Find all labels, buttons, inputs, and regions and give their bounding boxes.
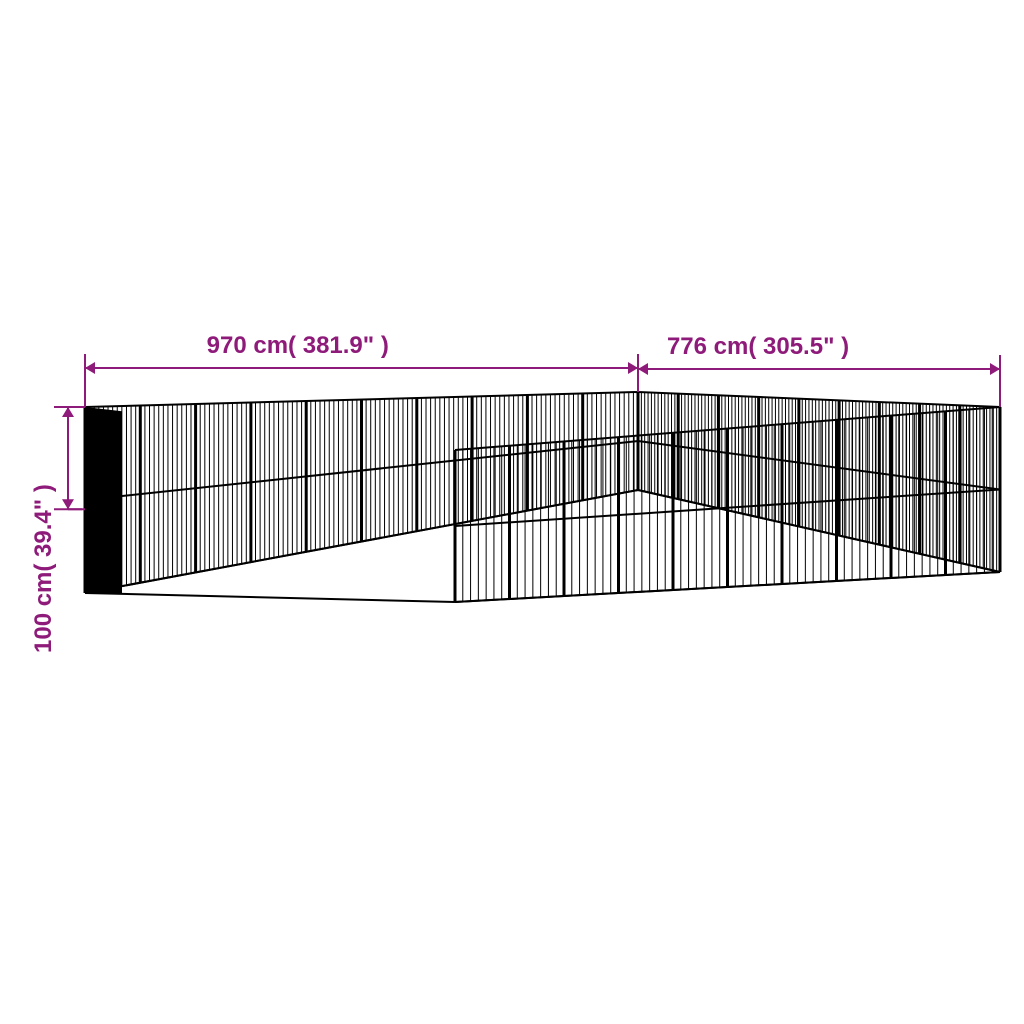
height-dimension-label: 100 cm( 39.4" )	[30, 484, 58, 653]
width-dimension-label: 970 cm( 381.9" )	[207, 332, 389, 360]
depth-dimension-label: 776 cm( 305.5" )	[667, 333, 849, 361]
diagram-svg	[0, 0, 1024, 1024]
dimension-diagram: 970 cm( 381.9" ) 776 cm( 305.5" ) 100 cm…	[0, 0, 1024, 1024]
